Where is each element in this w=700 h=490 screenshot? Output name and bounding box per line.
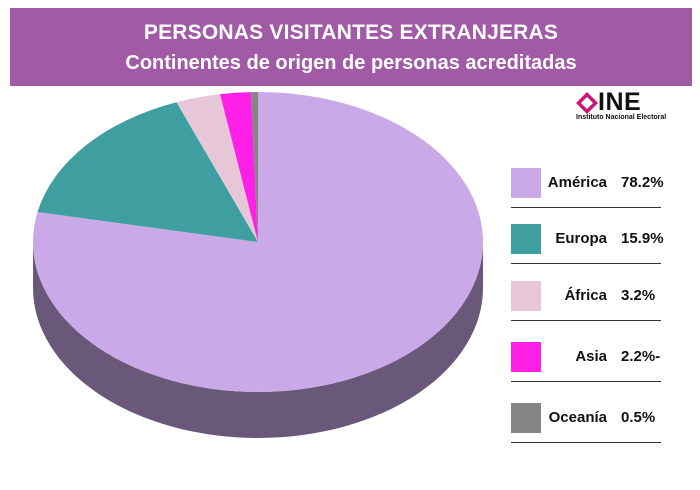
pie-slice-africa: [176, 94, 258, 242]
legend-item: Europa 15.9%: [497, 220, 667, 264]
chart-header: PERSONAS VISITANTES EXTRANJERAS Continen…: [10, 8, 692, 86]
legend-divider: [511, 263, 661, 264]
pie-slice-oceania: [250, 92, 258, 242]
legend-label: Asia: [575, 348, 607, 365]
legend-item: Oceanía 0.5%: [497, 399, 667, 443]
legend-value: 0.5%: [621, 409, 656, 426]
legend-divider: [511, 207, 661, 208]
chart-subtitle: Continentes de origen de personas acredi…: [125, 52, 577, 74]
legend-item: Asia 2.2%-: [497, 338, 667, 382]
legend-label: Oceanía: [548, 409, 607, 426]
legend-swatch-america: [511, 168, 541, 198]
legend-label: África: [564, 287, 607, 304]
legend-item: África 3.2%: [497, 277, 667, 321]
pie-slice-europa: [37, 102, 259, 242]
logo-text: INE: [598, 88, 642, 116]
legend-swatch-asia: [511, 342, 541, 372]
legend-swatch-europa: [511, 224, 541, 254]
pie-slice-asia: [220, 92, 258, 243]
legend-label: América: [547, 174, 607, 191]
legend-divider: [511, 381, 661, 382]
legend: América 78.2% Europa 15.9% África 3.2% A…: [497, 150, 667, 443]
chart-title: PERSONAS VISITANTES EXTRANJERAS: [143, 21, 559, 44]
legend-value: 2.2%-: [621, 348, 661, 365]
logo-subtitle: Instituto Nacional Electoral: [576, 114, 667, 121]
legend-divider: [511, 320, 661, 321]
legend-swatch-oceania: [511, 403, 541, 433]
legend-value: 15.9%: [621, 230, 664, 247]
legend-divider: [511, 442, 661, 443]
ine-logo-icon: [576, 92, 598, 114]
pie-side-group: [33, 242, 483, 438]
legend-value: 3.2%: [621, 287, 656, 304]
legend-item: América 78.2%: [497, 164, 667, 208]
ine-logo: INE Instituto Nacional Electoral: [576, 88, 686, 124]
legend-label: Europa: [555, 230, 607, 247]
legend-swatch-africa: [511, 281, 541, 311]
pie-top-group: [33, 92, 484, 392]
legend-value: 78.2%: [621, 174, 664, 191]
pie-side-america: [33, 242, 483, 438]
